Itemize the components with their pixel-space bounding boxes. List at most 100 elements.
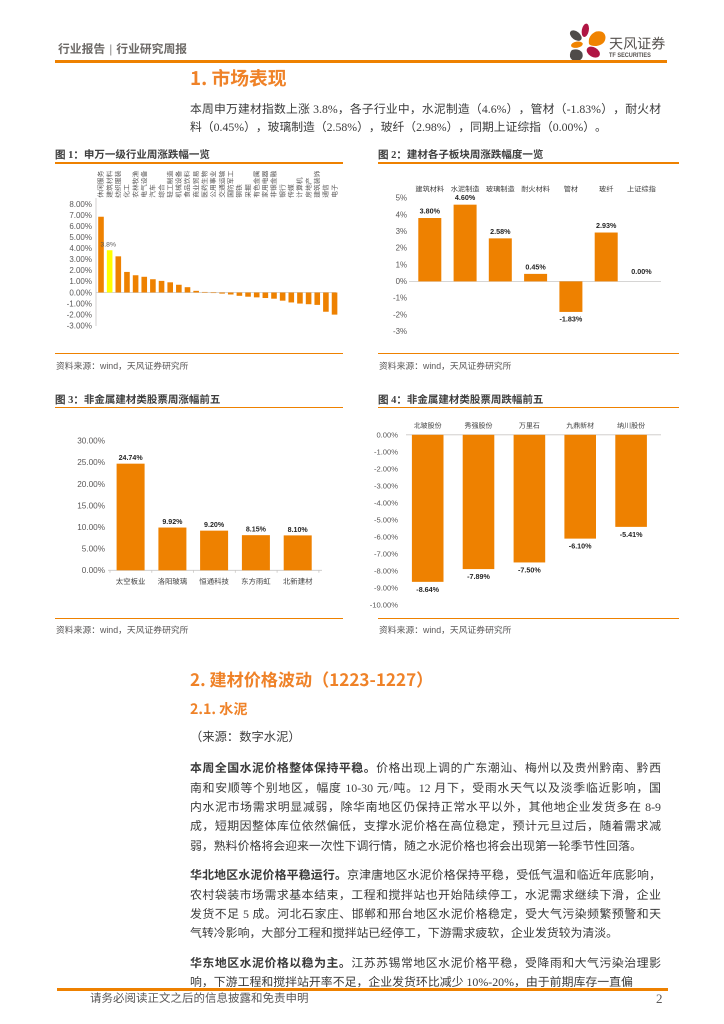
svg-text:电气设备: 电气设备 [138,170,148,197]
svg-text:采掘: 采掘 [242,184,252,198]
svg-text:玻璃制造: 玻璃制造 [486,185,515,195]
svg-text:万里石: 万里石 [519,421,540,431]
svg-text:-1.00%: -1.00% [374,447,398,456]
svg-text:0%: 0% [396,277,407,286]
svg-text:20.00%: 20.00% [77,480,105,489]
svg-text:30.00%: 30.00% [77,437,105,446]
svg-text:0.00%: 0.00% [69,288,92,297]
svg-text:农林牧渔: 农林牧渔 [130,170,140,197]
svg-text:15.00%: 15.00% [77,501,105,510]
svg-text:2.93%: 2.93% [596,221,617,230]
svg-text:-1%: -1% [393,294,407,303]
svg-text:7.00%: 7.00% [69,211,92,220]
svg-text:商业贸易: 商业贸易 [190,170,200,197]
svg-text:3.80%: 3.80% [420,207,441,216]
svg-text:东方雨虹: 东方雨虹 [241,576,271,587]
svg-text:9.92%: 9.92% [162,518,183,526]
svg-text:北玻股份: 北玻股份 [414,421,442,431]
svg-text:传媒: 传媒 [286,184,296,198]
svg-text:食品饮料: 食品饮料 [182,170,192,197]
svg-text:4.60%: 4.60% [455,193,476,202]
svg-text:玻纤: 玻纤 [599,185,613,195]
svg-text:房地产: 房地产 [303,177,313,198]
svg-text:-1.00%: -1.00% [67,299,92,308]
svg-text:-3%: -3% [393,327,407,336]
svg-text:9.20%: 9.20% [204,521,225,529]
svg-text:电子: 电子 [329,184,339,198]
svg-text:0.00%: 0.00% [376,430,398,439]
svg-text:综合: 综合 [156,184,166,198]
svg-text:银行: 银行 [277,184,287,198]
svg-text:恒通科技: 恒通科技 [199,576,229,587]
svg-text:-7.00%: -7.00% [374,550,398,559]
svg-text:2.00%: 2.00% [69,266,92,275]
svg-text:-6.00%: -6.00% [374,533,398,542]
svg-text:-2.00%: -2.00% [374,464,398,473]
svg-text:0.00%: 0.00% [82,566,105,575]
svg-text:0.00%: 0.00% [631,267,652,276]
svg-text:钢铁: 钢铁 [234,184,244,198]
svg-text:-10.00%: -10.00% [370,601,399,610]
svg-text:-5.41%: -5.41% [620,530,643,539]
svg-text:洛阳玻璃: 洛阳玻璃 [158,576,188,587]
svg-text:轻工制造: 轻工制造 [164,170,174,197]
svg-text:-9.00%: -9.00% [374,584,398,593]
svg-text:24.74%: 24.74% [119,454,144,462]
svg-text:医药生物: 医药生物 [199,170,209,197]
svg-text:建筑装饰: 建筑装饰 [311,170,321,197]
svg-text:-3.00%: -3.00% [67,322,92,331]
svg-text:家用电器: 家用电器 [260,170,270,197]
svg-text:6.00%: 6.00% [69,222,92,231]
svg-text:-1.83%: -1.83% [560,314,583,323]
svg-text:8.00%: 8.00% [69,200,92,209]
svg-text:4.00%: 4.00% [69,244,92,253]
svg-text:耐火材料: 耐火材料 [521,185,550,195]
svg-text:有色金属: 有色金属 [251,170,261,197]
svg-text:太空板业: 太空板业 [116,576,146,587]
svg-text:3%: 3% [396,227,407,236]
svg-text:2.58%: 2.58% [490,227,511,236]
svg-text:非银金融: 非银金融 [268,170,278,197]
svg-text:-3.00%: -3.00% [374,482,398,491]
svg-text:-6.10%: -6.10% [569,542,592,551]
svg-text:10.00%: 10.00% [77,523,105,532]
svg-text:秀强股份: 秀强股份 [465,421,493,431]
svg-text:5.00%: 5.00% [82,544,105,553]
svg-text:-8.64%: -8.64% [416,585,439,594]
svg-text:九鼎新材: 九鼎新材 [566,421,594,431]
svg-text:5.00%: 5.00% [69,233,92,242]
svg-text:纳川股份: 纳川股份 [617,421,645,431]
svg-text:5%: 5% [396,194,407,203]
svg-text:-7.50%: -7.50% [518,565,541,574]
svg-text:-5.00%: -5.00% [374,516,398,525]
svg-text:1.00%: 1.00% [69,277,92,286]
svg-text:2%: 2% [396,244,407,253]
svg-text:-7.89%: -7.89% [467,572,490,581]
svg-text:8.15%: 8.15% [246,526,267,534]
svg-text:-8.00%: -8.00% [374,567,398,576]
svg-text:纺织服装: 纺织服装 [113,170,123,197]
svg-text:建筑材料: 建筑材料 [415,185,444,195]
svg-text:建筑材料: 建筑材料 [104,170,114,197]
svg-text:3.8%: 3.8% [101,242,117,249]
svg-text:水泥制造: 水泥制造 [451,185,480,195]
svg-text:25.00%: 25.00% [77,458,105,467]
svg-text:-2%: -2% [393,310,407,319]
svg-text:8.10%: 8.10% [288,526,309,534]
svg-text:交通运输: 交通运输 [216,170,226,197]
svg-text:-2.00%: -2.00% [67,310,92,319]
svg-text:3.00%: 3.00% [69,255,92,264]
svg-text:-4.00%: -4.00% [374,499,398,508]
svg-text:TF SECURITIES: TF SECURITIES [609,52,651,59]
svg-text:休闲服务: 休闲服务 [95,170,105,197]
svg-text:0.45%: 0.45% [525,262,546,271]
svg-text:国防军工: 国防军工 [225,170,235,197]
svg-text:通信: 通信 [320,184,330,198]
svg-text:汽车: 汽车 [147,184,157,198]
svg-text:机械设备: 机械设备 [173,170,183,197]
svg-text:1%: 1% [396,260,407,269]
svg-text:4%: 4% [396,210,407,219]
svg-text:北新建材: 北新建材 [283,576,313,587]
svg-text:化工: 化工 [121,184,131,198]
svg-text:计算机: 计算机 [294,177,304,198]
